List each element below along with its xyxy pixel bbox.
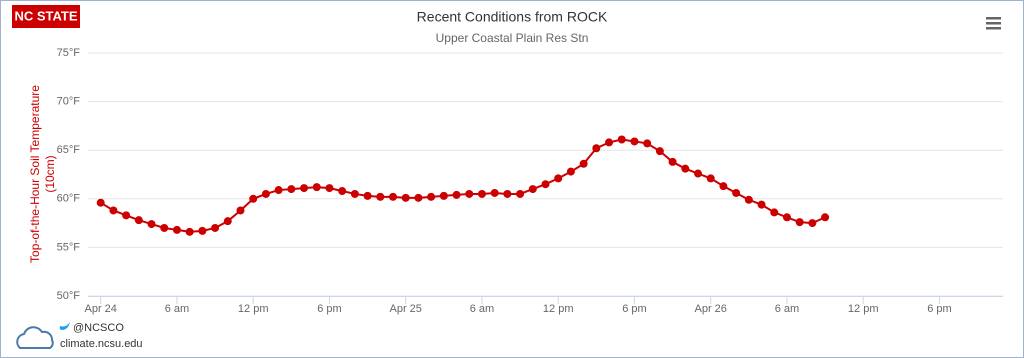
x-tick-label: Apr 25 (389, 303, 421, 315)
data-point (516, 189, 525, 198)
data-point (223, 217, 232, 226)
data-point (147, 220, 156, 229)
data-point (554, 174, 563, 183)
data-point (706, 174, 715, 183)
data-point (592, 144, 601, 153)
series-line (100, 138, 826, 233)
x-tick-label: 6 pm (927, 303, 951, 315)
data-point (808, 219, 817, 228)
x-tick-label: Apr 24 (84, 303, 116, 315)
x-tick-label: 12 pm (238, 303, 269, 315)
data-point (630, 137, 639, 146)
data-point (782, 213, 791, 222)
data-point (376, 192, 385, 201)
data-point (211, 223, 220, 232)
data-point (655, 147, 664, 156)
data-point (681, 164, 690, 173)
data-point (325, 184, 334, 193)
data-point (261, 189, 270, 198)
data-point (579, 159, 588, 168)
data-point (363, 191, 372, 200)
data-point (287, 185, 296, 194)
data-point (605, 138, 614, 147)
menu-button[interactable] (986, 17, 1001, 30)
y-tick-label: 75°F (57, 47, 81, 59)
data-point (236, 206, 245, 215)
data-point (274, 186, 283, 195)
data-point (312, 183, 321, 192)
data-point (477, 189, 486, 198)
x-tick-label: 6 pm (622, 303, 646, 315)
data-point (732, 188, 741, 197)
data-point (160, 223, 169, 232)
x-tick-label: 6 am (165, 303, 189, 315)
data-point (744, 195, 753, 204)
x-tick-label: 6 am (470, 303, 494, 315)
data-point (300, 184, 309, 193)
y-tick-label: 65°F (57, 144, 81, 156)
x-tick-label: Apr 26 (694, 303, 726, 315)
data-point (668, 157, 677, 166)
y-tick-label: 70°F (57, 96, 81, 108)
data-point (185, 227, 194, 236)
y-axis-title: (10cm) (43, 155, 57, 192)
site-icon (16, 326, 54, 349)
x-tick-label: 12 pm (848, 303, 879, 315)
data-point (694, 169, 702, 178)
data-point (541, 180, 550, 189)
data-point (134, 216, 143, 225)
data-point (427, 192, 436, 201)
chart-subtitle: Upper Coastal Plain Res Stn (436, 31, 589, 45)
y-axis-title: Top-of-the-Hour Soil Temperature (28, 85, 42, 263)
logo: NC STATE (14, 8, 77, 23)
x-tick-label: 6 pm (317, 303, 341, 315)
data-point (770, 208, 779, 217)
x-tick-label: 12 pm (543, 303, 574, 315)
data-point (338, 187, 347, 196)
data-point (465, 189, 474, 198)
data-point (719, 182, 728, 191)
data-point (617, 135, 626, 144)
data-point (452, 190, 461, 199)
data-point (503, 189, 512, 198)
data-point (414, 193, 423, 202)
data-point (249, 194, 258, 203)
site-link: climate.ncsu.edu (60, 338, 143, 350)
y-tick-label: 55°F (57, 241, 81, 253)
logo-box (12, 5, 80, 28)
data-point (350, 189, 359, 198)
chart-title: Recent Conditions from ROCK (417, 9, 608, 25)
data-point (643, 139, 652, 148)
data-point (528, 185, 537, 194)
data-point (821, 213, 830, 222)
data-point (198, 226, 207, 235)
x-tick-label: 6 am (775, 303, 799, 315)
data-point (439, 191, 448, 200)
data-point (389, 192, 397, 201)
data-point (122, 211, 131, 220)
y-tick-label: 60°F (57, 193, 81, 205)
data-point (795, 218, 804, 227)
twitter-icon (59, 322, 70, 330)
data-point (96, 198, 105, 207)
data-point (490, 188, 499, 197)
data-point (401, 193, 410, 202)
y-tick-label: 50°F (57, 290, 81, 302)
data-point (757, 200, 766, 209)
data-point (566, 167, 575, 176)
data-point (172, 225, 181, 234)
data-point (109, 206, 118, 215)
twitter-handle: @NCSCO (73, 322, 124, 334)
